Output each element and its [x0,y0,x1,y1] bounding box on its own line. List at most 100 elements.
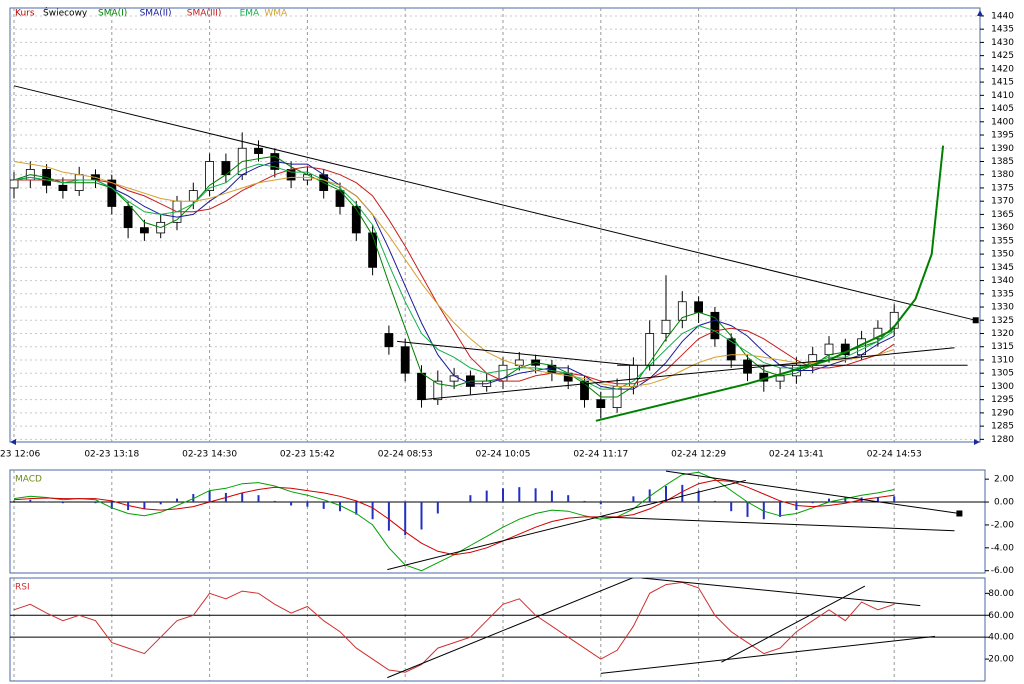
histogram-bar [45,501,48,503]
axis-arrow [10,439,16,445]
rsi-line [13,581,895,673]
histogram-bar [387,502,390,531]
y-tick-label: 1310 [991,355,1014,365]
trend-end-marker [956,510,963,517]
y-tick-label: 1285 [991,422,1014,432]
candle-body [107,179,117,207]
candle-body [335,190,345,207]
histogram-bar [159,502,162,505]
histogram-bar [127,502,130,511]
y-tick-label: 1320 [991,329,1014,339]
histogram-bar [828,498,830,503]
trend-line [721,585,866,663]
y-tick-label: -6.00 [991,566,1015,576]
y-tick-label: 1340 [991,276,1014,286]
trend-line [595,145,945,422]
overlay-line [13,163,895,390]
legend-label: EMA [240,9,260,19]
y-tick-label: 0.00 [994,498,1014,508]
y-tick-label: 60.00 [988,611,1014,621]
candle-body [10,179,19,189]
candle-body [824,343,834,356]
x-tick-label: 02-23 14:30 [182,450,237,460]
histogram-bar [795,502,798,511]
histogram-bar [713,500,716,503]
axis-arrow [977,10,983,16]
y-tick-label: 20.00 [988,655,1014,665]
y-tick-label: 1435 [991,25,1014,35]
candle-body [433,380,443,401]
y-tick-label: -2.00 [991,520,1015,530]
histogram-bar [322,502,325,509]
y-tick-label: 1345 [991,263,1014,273]
histogram-bar [779,502,782,517]
histogram-bar [697,490,700,503]
y-tick-label: 1280 [991,435,1014,445]
y-tick-label: 1410 [991,91,1014,101]
x-tick-label: 02-23 13:18 [84,450,139,460]
histogram-bar [518,487,521,503]
y-tick-label: 1300 [991,382,1014,392]
histogram-bar [665,486,667,503]
y-tick-label: 1420 [991,64,1014,74]
histogram-bar [811,502,814,504]
y-tick-label: 1330 [991,303,1014,313]
trend-line [387,479,747,571]
legend-label: WMA [264,9,288,19]
histogram-bar [94,502,97,504]
x-tick-label: 23 12:06 [0,450,41,460]
trend-line [600,516,955,532]
histogram-bar [485,490,488,503]
histogram-bar [550,490,553,503]
histogram-bar [599,502,602,505]
histogram-bar [290,502,293,506]
trend-line [397,340,634,366]
histogram-bar [502,488,504,503]
histogram-bar [110,502,113,509]
y-tick-label: 2.00 [994,475,1014,485]
histogram-bar [192,494,195,503]
trend-line [641,578,921,607]
x-tick-label: 02-24 14:53 [867,450,922,460]
candle-body [368,232,378,268]
trend-line [600,635,936,674]
y-tick-label: 1415 [991,78,1014,88]
histogram-bar [730,502,733,512]
overlay-line [13,161,895,387]
histogram-bar [339,502,341,512]
trend-end-marker [972,317,979,324]
candle-body [254,147,263,154]
trend-line [13,85,976,321]
candle-body [188,190,198,202]
x-tick-label: 02-24 10:05 [476,450,531,460]
histogram-bar [371,502,374,520]
trend-line [387,578,634,679]
histogram-bar [13,500,15,503]
y-tick-label: 1315 [991,342,1014,352]
histogram-bar [355,502,358,515]
histogram-bar [208,490,211,503]
y-tick-label: 1430 [991,38,1014,48]
trend-line [665,470,960,514]
histogram-bar [534,488,537,503]
legend-label: SMA(III) [187,9,222,19]
legend-label: SMA(II) [140,9,172,19]
y-tick-label: 1380 [991,170,1014,180]
y-tick-label: 1400 [991,117,1014,127]
x-tick-label: 02-23 15:42 [280,450,335,460]
panel [9,469,986,574]
histogram-bar [143,502,146,509]
y-tick-label: -4.00 [991,543,1015,553]
y-tick-label: 1305 [991,369,1014,379]
candle-body [710,311,720,340]
plot-area [10,578,985,681]
candle-body [775,375,785,382]
y-tick-label: 1425 [991,51,1014,61]
y-tick-label: 1365 [991,210,1014,220]
y-tick-label: 1370 [991,197,1014,207]
candle-body [205,161,215,191]
histogram-bar [746,502,749,517]
candle-body [384,333,394,348]
plot-area [10,470,985,573]
histogram-bar [844,497,847,503]
